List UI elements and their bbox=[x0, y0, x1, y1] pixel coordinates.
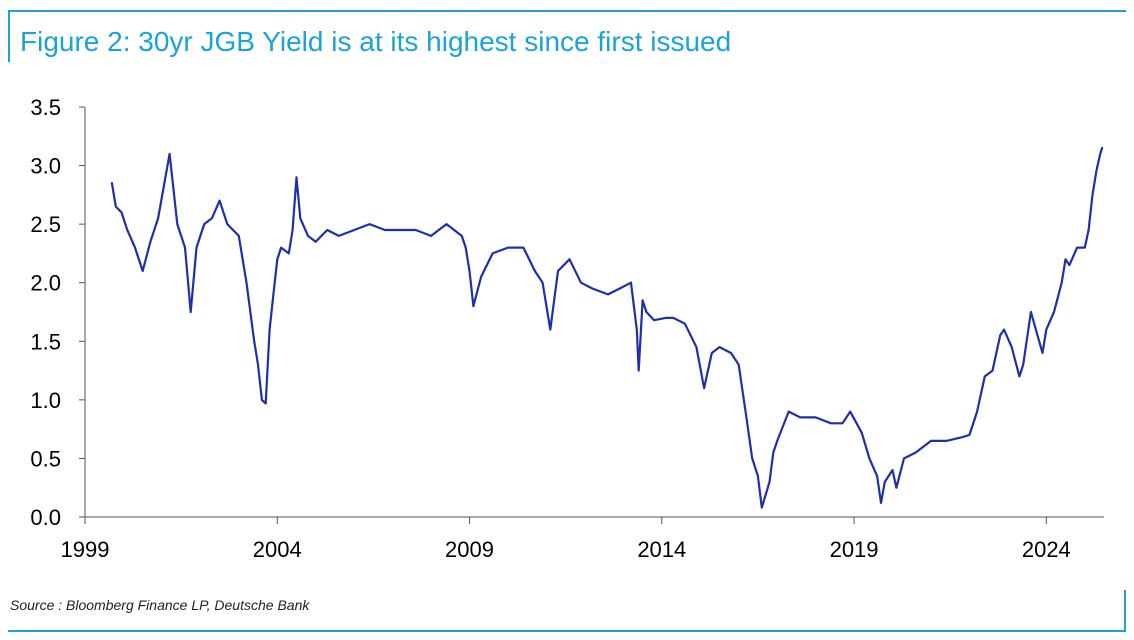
y-axis-ticks: 0.0 0.5 1.0 1.5 2.0 2.5 3.0 3.5 bbox=[30, 95, 85, 530]
y-tick-label: 3.0 bbox=[30, 154, 61, 179]
series-line-0 bbox=[110, 146, 1104, 509]
x-tick-label: 2019 bbox=[830, 537, 879, 562]
y-tick-label: 3.5 bbox=[30, 95, 61, 120]
x-axis-ticks: 1999 2004 2009 2014 2019 2024 bbox=[61, 517, 1071, 562]
plot-area bbox=[110, 146, 1104, 509]
y-tick-label: 1.0 bbox=[30, 388, 61, 413]
figure-title-frame: Figure 2: 30yr JGB Yield is at its highe… bbox=[8, 10, 1126, 62]
x-tick-label: 2024 bbox=[1022, 537, 1071, 562]
x-tick-label: 2004 bbox=[253, 537, 302, 562]
chart-axes bbox=[84, 107, 1104, 518]
source-note: Source : Bloomberg Finance LP, Deutsche … bbox=[10, 597, 310, 613]
figure-title: Figure 2: 30yr JGB Yield is at its highe… bbox=[20, 26, 732, 57]
y-tick-label: 2.5 bbox=[30, 212, 61, 237]
y-tick-label: 1.5 bbox=[30, 329, 61, 354]
y-tick-label: 0.0 bbox=[30, 505, 61, 530]
x-tick-label: 1999 bbox=[61, 537, 110, 562]
footer-frame bbox=[8, 590, 1126, 632]
y-tick-label: 2.0 bbox=[30, 271, 61, 296]
line-chart: 0.0 0.5 1.0 1.5 2.0 2.5 3.0 3.5 1999 2004 2009 201… bbox=[30, 95, 1104, 562]
x-tick-label: 2014 bbox=[637, 537, 686, 562]
y-tick-label: 0.5 bbox=[30, 446, 61, 471]
x-tick-label: 2009 bbox=[445, 537, 494, 562]
